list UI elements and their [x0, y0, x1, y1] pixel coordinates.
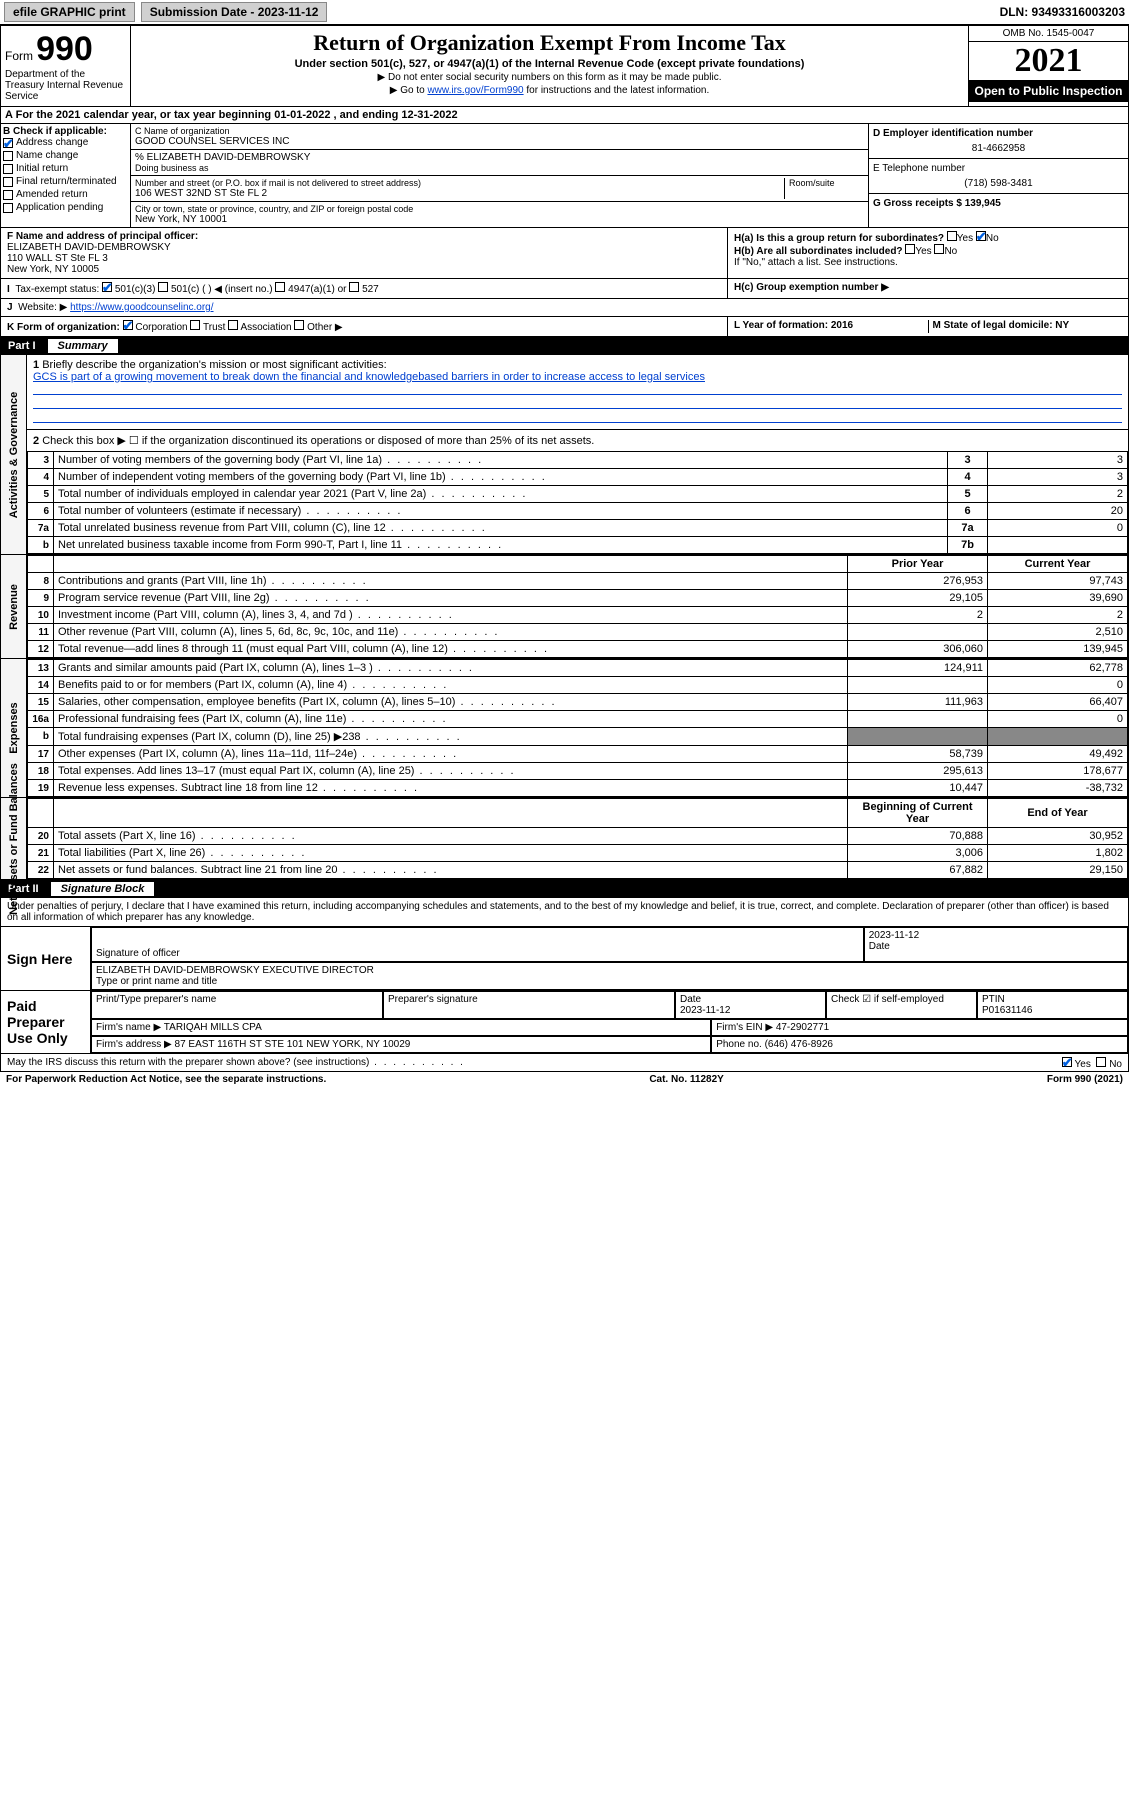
section-d: D Employer identification number81-46629… [868, 124, 1128, 227]
table-row: 22Net assets or fund balances. Subtract … [28, 862, 1128, 879]
netassets-block: Net Assets or Fund Balances Beginning of… [0, 798, 1129, 880]
governance-block: Activities & Governance 1 Briefly descri… [0, 355, 1129, 555]
sign-here-grid: Sign Here Signature of officer 2023-11-1… [0, 927, 1129, 991]
table-row: 5Total number of individuals employed in… [28, 486, 1128, 503]
expenses-table: 13Grants and similar amounts paid (Part … [27, 659, 1128, 797]
omb-number: OMB No. 1545-0047 [969, 26, 1128, 42]
ck-trust[interactable] [190, 320, 200, 330]
form-number: 990 [36, 30, 93, 68]
table-row: bNet unrelated business taxable income f… [28, 537, 1128, 554]
ck-ha-yes[interactable] [947, 231, 957, 241]
ck-hb-yes[interactable] [905, 244, 915, 254]
sig-declaration: Under penalties of perjury, I declare th… [0, 898, 1129, 927]
ck-may-no[interactable] [1096, 1057, 1106, 1067]
ck-527[interactable] [349, 282, 359, 292]
section-c: C Name of organizationGOOD COUNSEL SERVI… [131, 124, 868, 227]
side-governance: Activities & Governance [8, 391, 20, 518]
table-row: 12Total revenue—add lines 8 through 11 (… [28, 641, 1128, 658]
form-subtitle: Under section 501(c), 527, or 4947(a)(1)… [135, 58, 964, 70]
efile-btn[interactable]: efile GRAPHIC print [4, 2, 135, 22]
ck-hb-no[interactable] [934, 244, 944, 254]
table-row: 3Number of voting members of the governi… [28, 452, 1128, 469]
ck-initial[interactable] [3, 164, 13, 174]
irs-link[interactable]: www.irs.gov/Form990 [427, 85, 523, 96]
may-discuss: May the IRS discuss this return with the… [0, 1054, 1129, 1072]
table-row: 8Contributions and grants (Part VIII, li… [28, 573, 1128, 590]
ck-assoc[interactable] [228, 320, 238, 330]
part-ii-header: Part II Signature Block [0, 880, 1129, 898]
submission-btn[interactable]: Submission Date - 2023-11-12 [141, 2, 328, 22]
table-row: 11Other revenue (Part VIII, column (A), … [28, 624, 1128, 641]
form-note2: ▶ Go to www.irs.gov/Form990 for instruct… [135, 85, 964, 96]
dept-label: Department of the Treasury Internal Reve… [5, 69, 126, 102]
ck-501c3[interactable] [102, 282, 112, 292]
table-row: 10Investment income (Part VIII, column (… [28, 607, 1128, 624]
footer-left: For Paperwork Reduction Act Notice, see … [6, 1074, 326, 1085]
table-row: 20Total assets (Part X, line 16)70,88830… [28, 828, 1128, 845]
table-row: 14Benefits paid to or for members (Part … [28, 677, 1128, 694]
top-bar: efile GRAPHIC print Submission Date - 20… [0, 0, 1129, 25]
tax-year: 2021 [969, 42, 1128, 80]
mission-text[interactable]: GCS is part of a growing movement to bre… [33, 371, 705, 383]
table-row: 16aProfessional fundraising fees (Part I… [28, 711, 1128, 728]
table-row: 6Total number of volunteers (estimate if… [28, 503, 1128, 520]
table-row: 4Number of independent voting members of… [28, 469, 1128, 486]
ck-ha-no[interactable] [976, 231, 986, 241]
form-note1: ▶ Do not enter social security numbers o… [135, 72, 964, 83]
revenue-table: Prior YearCurrent Year 8Contributions an… [27, 555, 1128, 658]
form-prefix: Form [5, 49, 33, 63]
side-netassets: Net Assets or Fund Balances [8, 763, 20, 915]
ck-501c[interactable] [158, 282, 168, 292]
netassets-table: Beginning of Current YearEnd of Year 20T… [27, 798, 1128, 879]
form-title: Return of Organization Exempt From Incom… [135, 30, 964, 56]
section-b: B Check if applicable: Address change Na… [1, 124, 131, 227]
table-row: 19Revenue less expenses. Subtract line 1… [28, 780, 1128, 797]
ck-pending[interactable] [3, 203, 13, 213]
page-footer: For Paperwork Reduction Act Notice, see … [0, 1072, 1129, 1087]
main-info: B Check if applicable: Address change Na… [0, 124, 1129, 228]
sign-here-label: Sign Here [1, 927, 91, 990]
ck-4947[interactable] [275, 282, 285, 292]
inspection-badge: Open to Public Inspection [969, 80, 1128, 102]
ck-name[interactable] [3, 151, 13, 161]
expenses-block: Expenses 13Grants and similar amounts pa… [0, 659, 1129, 798]
ck-address[interactable] [3, 138, 13, 148]
table-row: bTotal fundraising expenses (Part IX, co… [28, 728, 1128, 746]
table-row: 7aTotal unrelated business revenue from … [28, 520, 1128, 537]
table-row: 21Total liabilities (Part X, line 26)3,0… [28, 845, 1128, 862]
footer-right: Form 990 (2021) [1047, 1074, 1123, 1085]
table-row: 13Grants and similar amounts paid (Part … [28, 660, 1128, 677]
dln-label: DLN: 93493316003203 [1000, 5, 1125, 19]
paid-preparer-label: Paid Preparer Use Only [1, 991, 91, 1053]
ck-may-yes[interactable] [1062, 1057, 1072, 1067]
form-header: Form 990 Department of the Treasury Inte… [0, 25, 1129, 107]
revenue-block: Revenue Prior YearCurrent Year 8Contribu… [0, 555, 1129, 659]
side-revenue: Revenue [8, 584, 20, 630]
table-row: 17Other expenses (Part IX, column (A), l… [28, 746, 1128, 763]
section-fhijk: F Name and address of principal officer:… [0, 228, 1129, 337]
b-title: B Check if applicable: [3, 126, 128, 137]
ck-other[interactable] [294, 320, 304, 330]
part-i-header: Part I Summary [0, 337, 1129, 355]
ck-final[interactable] [3, 177, 13, 187]
table-row: 9Program service revenue (Part VIII, lin… [28, 590, 1128, 607]
line-a: A For the 2021 calendar year, or tax yea… [0, 107, 1129, 124]
ck-corp[interactable] [123, 320, 133, 330]
side-expenses: Expenses [8, 702, 20, 753]
gov-table: 3Number of voting members of the governi… [27, 451, 1128, 554]
table-row: 18Total expenses. Add lines 13–17 (must … [28, 763, 1128, 780]
website-link[interactable]: https://www.goodcounselinc.org/ [70, 302, 213, 313]
paid-preparer-grid: Paid Preparer Use Only Print/Type prepar… [0, 991, 1129, 1054]
ck-amended[interactable] [3, 190, 13, 200]
footer-center: Cat. No. 11282Y [649, 1074, 723, 1085]
table-row: 15Salaries, other compensation, employee… [28, 694, 1128, 711]
